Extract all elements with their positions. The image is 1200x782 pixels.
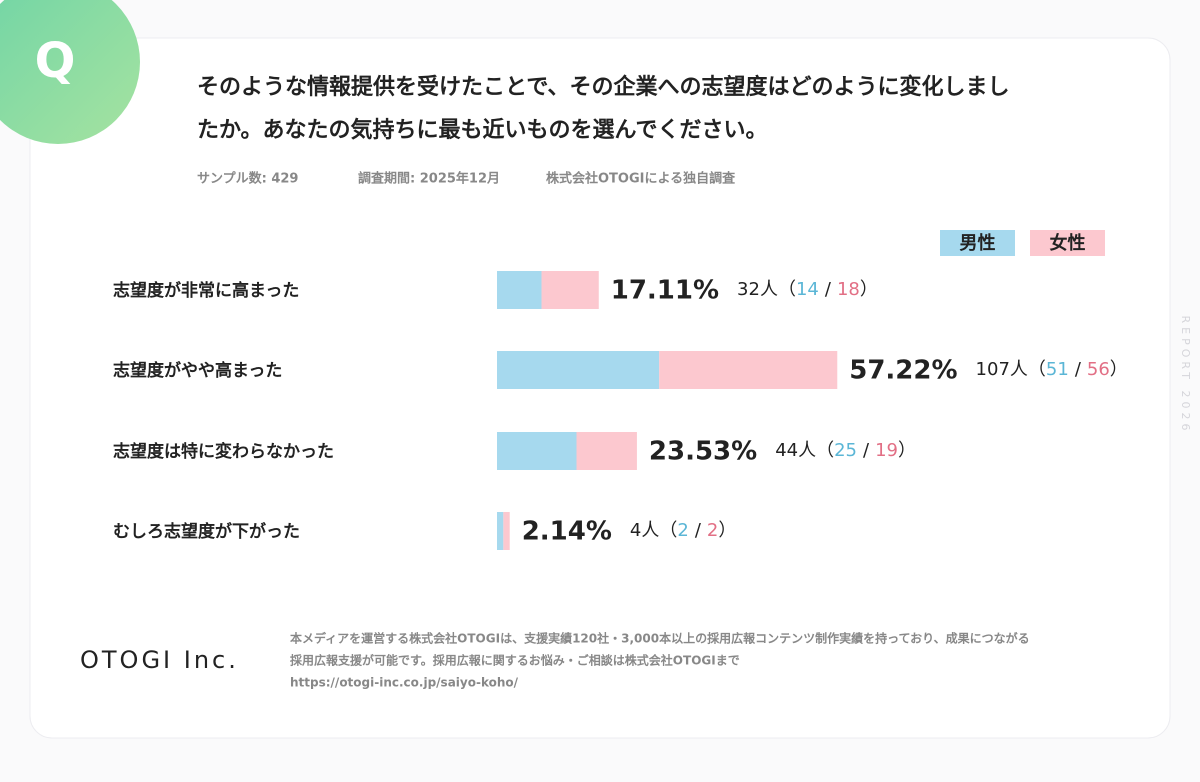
footer-text: 採用広報支援が可能です。採用広報に関するお悩み・ご相談は株式会社OTOGIまで (290, 653, 740, 668)
legend-label: 女性 (1050, 232, 1086, 254)
meta: 株式会社OTOGIによる独自調査 (546, 171, 736, 187)
count-label: 107人 (976, 359, 1028, 380)
male-count: 25 (834, 440, 857, 461)
bracket: / (695, 520, 702, 541)
female-count: 18 (837, 279, 860, 300)
bracket: ） (718, 520, 736, 541)
bar-segment (576, 432, 637, 470)
male-count: 2 (677, 520, 688, 541)
count-label: 32人 (737, 279, 778, 300)
bar-segment (497, 351, 660, 389)
bracket: / (863, 440, 870, 461)
bar-segment (503, 512, 510, 550)
badge: Q (35, 33, 76, 89)
title: たか。あなたの気持ちに最も近いものを選んでください。 (197, 117, 767, 143)
female-count: 56 (1087, 359, 1110, 380)
bar-segment (659, 351, 838, 389)
female-count: 19 (875, 440, 898, 461)
meta: 調査期間: 2025年12月 (358, 171, 500, 187)
bracket: （ (816, 440, 834, 461)
bracket: ） (898, 440, 916, 461)
bracket: （ (659, 520, 677, 541)
logo: OTOGI Inc. (80, 646, 239, 674)
category-label: むしろ志望度が下がった (113, 521, 300, 542)
bracket: （ (1028, 359, 1046, 380)
category-label: 志望度がやや高まった (113, 360, 282, 381)
bracket: ） (860, 279, 878, 300)
percent-label: 57.22% (849, 356, 957, 386)
category-label: 志望度が非常に高まった (113, 280, 299, 301)
footer-text: https://otogi-inc.co.jp/saiyo-koho/ (290, 676, 519, 690)
bar-segment (497, 512, 504, 550)
title: そのような情報提供を受けたことで、その企業への志望度はどのように変化しまし (197, 74, 1009, 100)
category-label: 志望度は特に変わらなかった (113, 441, 334, 462)
bracket: ） (1110, 359, 1128, 380)
bar-segment (541, 271, 599, 309)
percent-label: 17.11% (611, 276, 719, 306)
side-text: REPORT 2026 (1179, 316, 1192, 435)
count-label: 4人 (630, 520, 659, 541)
male-count: 51 (1046, 359, 1069, 380)
bar-segment (497, 432, 577, 470)
percent-label: 2.14% (522, 517, 612, 547)
legend-label: 男性 (960, 232, 996, 254)
legend-swatch (1030, 230, 1105, 256)
bracket: / (1075, 359, 1082, 380)
bar-segment (497, 271, 542, 309)
legend-swatch (940, 230, 1015, 256)
percent-label: 23.53% (649, 437, 757, 467)
badge-circle (0, 0, 140, 144)
count-label: 44人 (775, 440, 816, 461)
bracket: / (825, 279, 832, 300)
footer-text: 本メディアを運営する株式会社OTOGIは、支援実績120社・3,000本以上の採… (290, 631, 1030, 646)
male-count: 14 (796, 279, 819, 300)
female-count: 2 (707, 520, 718, 541)
meta: サンプル数: 429 (197, 171, 298, 187)
bracket: （ (778, 279, 796, 300)
